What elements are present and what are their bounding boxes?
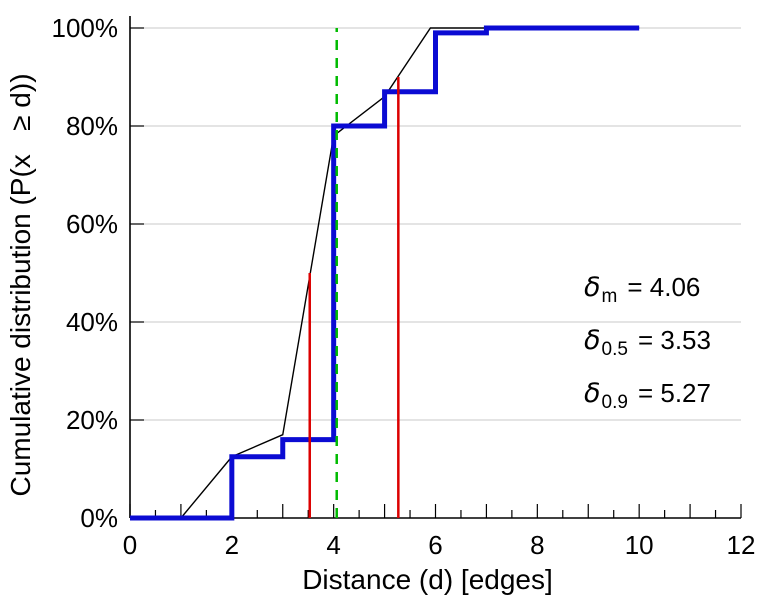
delta-symbol: δ	[584, 378, 601, 409]
x-axis-title: Distance (d) [edges]	[302, 564, 553, 595]
y-tick-label: 20%	[66, 405, 118, 435]
x-tick-label: 4	[326, 530, 340, 560]
y-tick-label: 100%	[52, 13, 119, 43]
y-tick-label: 80%	[66, 111, 118, 141]
x-tick-label: 12	[727, 530, 756, 560]
y-axis-title: Cumulative distribution (P(x ≥ d))	[5, 73, 36, 496]
y-tick-label: 40%	[66, 307, 118, 337]
annotation-delta-m: δ m = 4.06	[584, 272, 711, 325]
x-tick-label: 10	[625, 530, 654, 560]
delta-annotations: δ m = 4.06 δ 0.5 = 3.53 δ 0.9 = 5.27	[584, 272, 711, 431]
delta-value: = 5.27	[637, 378, 711, 408]
delta-value: = 3.53	[637, 325, 711, 355]
delta-subscript: 0.5	[601, 339, 628, 360]
x-tick-label: 8	[530, 530, 544, 560]
annotation-delta-09: δ 0.9 = 5.27	[584, 378, 711, 431]
x-tick-label: 6	[428, 530, 442, 560]
delta-value: = 4.06	[627, 272, 701, 302]
series-linear-interpolation	[180, 27, 640, 519]
x-tick-label: 2	[225, 530, 239, 560]
y-tick-label: 0%	[80, 503, 118, 533]
annotation-delta-05: δ 0.5 = 3.53	[584, 325, 711, 378]
y-tick-label: 60%	[66, 209, 118, 239]
delta-subscript: 0.9	[601, 392, 628, 413]
delta-symbol: δ	[584, 272, 601, 303]
delta-symbol: δ	[584, 325, 601, 356]
series-cdf-steps	[130, 25, 640, 521]
x-tick-label: 0	[123, 530, 137, 560]
delta-subscript: m	[601, 286, 618, 307]
